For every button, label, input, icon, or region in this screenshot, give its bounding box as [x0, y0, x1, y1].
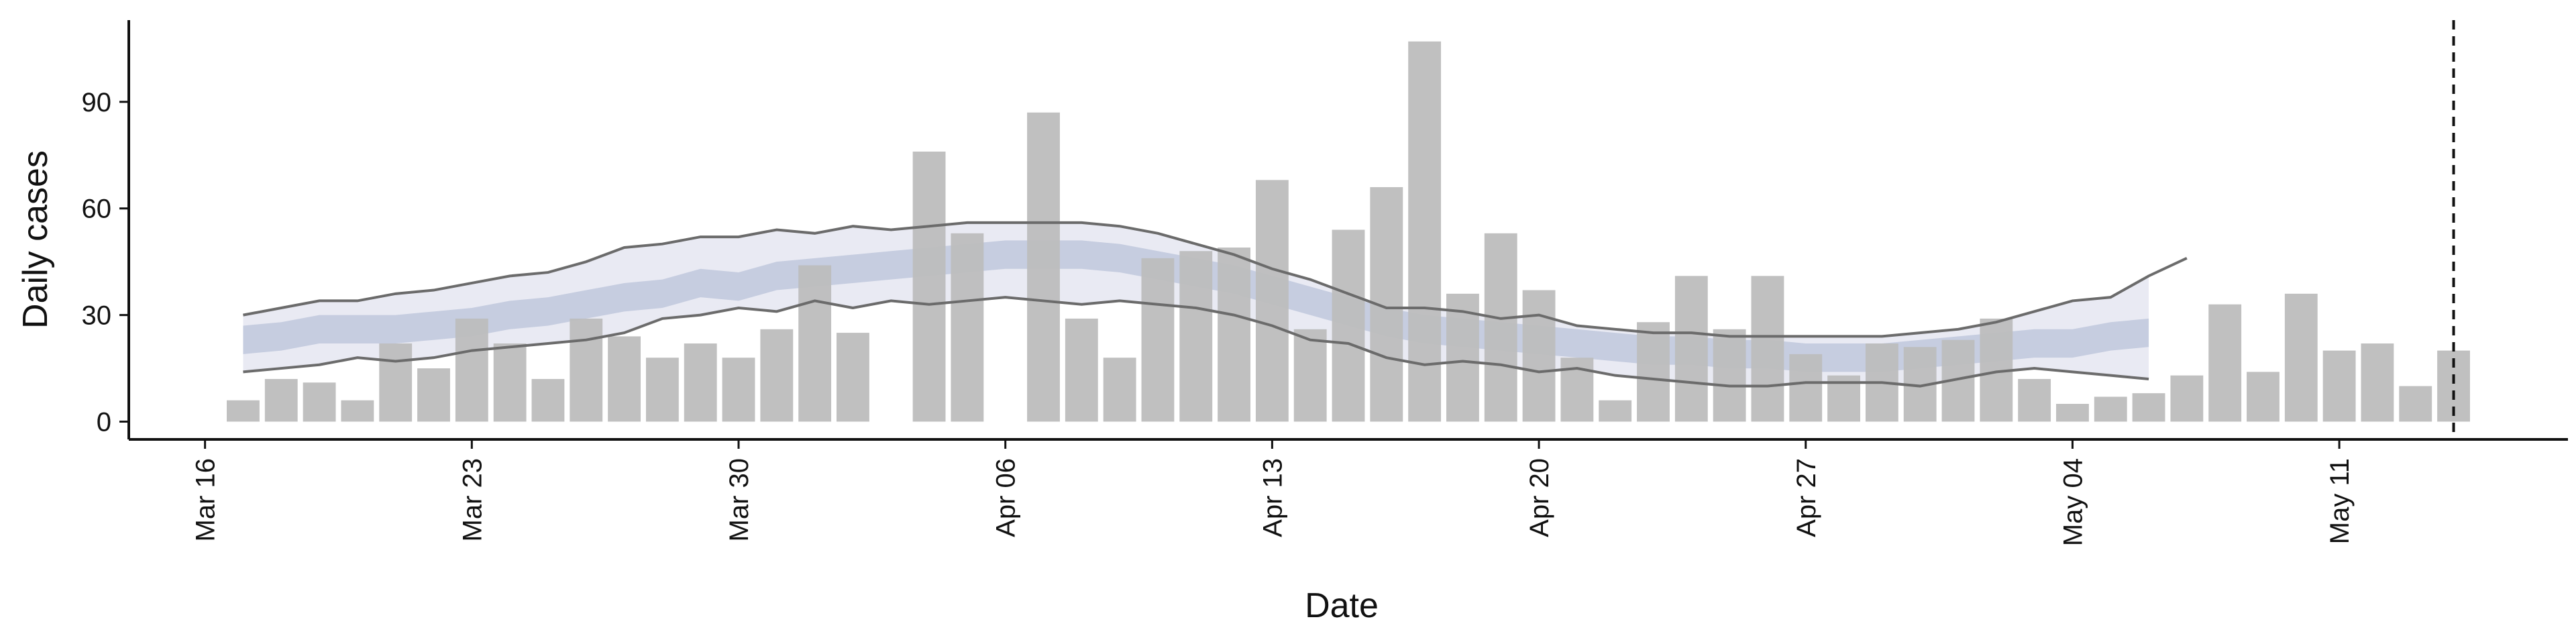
x-tick-label: Apr 13: [1258, 458, 1287, 537]
bar: [1674, 276, 1708, 422]
bar: [645, 358, 679, 422]
bar: [2018, 378, 2051, 422]
x-tick-label: Mar 16: [191, 458, 221, 542]
bar: [570, 318, 603, 422]
y-axis-label: Daily cases: [16, 150, 55, 329]
x-tick-label: Apr 06: [991, 458, 1021, 537]
bar: [1293, 329, 1327, 422]
bar: [2094, 396, 2127, 422]
bar: [1522, 290, 1556, 422]
bar: [2322, 350, 2356, 422]
bar: [912, 151, 946, 422]
bar: [2208, 304, 2242, 422]
bar: [1027, 112, 1060, 422]
band: [243, 240, 2149, 372]
bar: [1484, 233, 1517, 422]
bar: [1179, 251, 1213, 422]
bar: [2132, 393, 2165, 422]
bar: [2361, 343, 2394, 422]
bar: [2247, 372, 2279, 422]
bar: [722, 358, 755, 422]
y-tick-label: 90: [82, 88, 112, 117]
y-tick-label: 0: [97, 408, 111, 437]
bar: [1713, 329, 1746, 422]
bar: [1141, 258, 1175, 422]
bar: [1218, 247, 1250, 422]
bar: [1446, 293, 1479, 422]
bar: [798, 265, 832, 422]
bar: [417, 368, 450, 422]
bar: [1255, 180, 1289, 422]
bar: [2056, 404, 2089, 422]
bar: [531, 378, 565, 422]
x-axis-label: Date: [1305, 586, 1379, 625]
bar: [1065, 318, 1098, 422]
bar: [455, 318, 488, 422]
bar: [1637, 322, 1670, 422]
bar: [493, 343, 527, 422]
band-edge-line: [243, 296, 2149, 388]
bar: [951, 233, 984, 422]
bar: [341, 400, 374, 422]
bar: [2399, 386, 2432, 422]
x-tick-label: Mar 23: [458, 458, 487, 542]
bar: [1332, 229, 1365, 422]
bar: [1599, 400, 1632, 422]
x-tick-label: Apr 20: [1525, 458, 1554, 537]
y-tick-label: 30: [82, 301, 112, 331]
bar: [1751, 276, 1784, 422]
bar: [303, 382, 336, 422]
bar: [760, 329, 794, 422]
bar: [1789, 354, 1823, 422]
bar: [264, 378, 298, 422]
bar: [2170, 375, 2204, 422]
bar: [379, 343, 413, 422]
bar: [1103, 358, 1136, 422]
bar: [837, 333, 869, 422]
bar: [2284, 293, 2318, 422]
x-tick-label: Apr 27: [1792, 458, 1821, 537]
x-tick-label: May 04: [2058, 458, 2088, 546]
bar: [684, 343, 717, 422]
bar: [227, 400, 260, 422]
band-edge-line: [243, 221, 2188, 338]
bar: [608, 336, 641, 422]
x-tick-label: Mar 30: [724, 458, 754, 542]
y-tick-label: 60: [82, 195, 112, 224]
bar: [1408, 41, 1442, 422]
x-tick-label: May 11: [2325, 458, 2355, 544]
